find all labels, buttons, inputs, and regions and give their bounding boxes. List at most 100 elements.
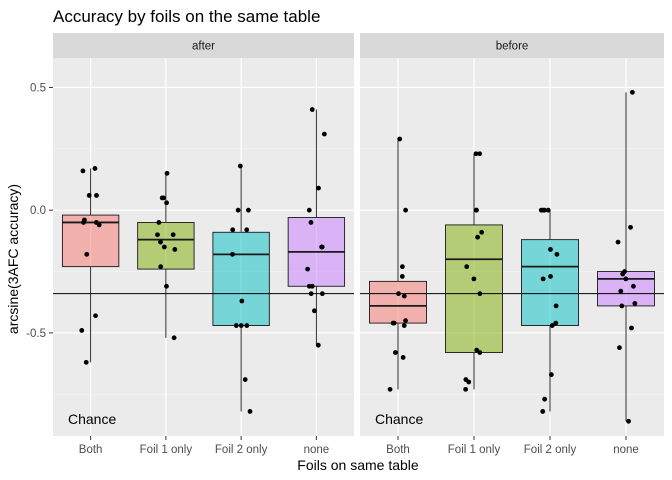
data-point — [629, 325, 634, 331]
y-tick-label: 0.0 — [30, 205, 46, 217]
data-point — [312, 308, 317, 314]
data-point — [237, 163, 243, 169]
data-point — [238, 323, 244, 328]
data-point — [83, 359, 89, 365]
data-point — [473, 151, 479, 157]
box-iqr — [369, 280, 427, 324]
data-point — [471, 276, 477, 282]
data-point — [315, 342, 321, 348]
data-point — [244, 227, 250, 233]
box-iqr — [445, 224, 503, 353]
data-point — [401, 323, 407, 328]
y-tick-label: 0.5 — [30, 82, 46, 94]
data-point — [392, 350, 398, 355]
data-point — [464, 264, 470, 270]
data-point — [387, 386, 393, 392]
data-point — [308, 220, 314, 225]
box-after-both — [61, 166, 120, 365]
data-point — [233, 323, 239, 328]
facet-strip-label: after — [192, 41, 215, 53]
data-point — [158, 264, 164, 270]
x-tick-label: none — [613, 444, 639, 456]
y-tick-label: -0.5 — [26, 328, 46, 340]
data-point — [159, 195, 165, 201]
data-point — [463, 386, 469, 392]
data-point — [79, 328, 85, 333]
box-before-foil-1-only — [445, 151, 503, 392]
data-point — [477, 350, 483, 355]
box-iqr — [212, 231, 270, 326]
data-point — [554, 251, 560, 257]
data-point — [553, 303, 559, 309]
data-point — [617, 345, 622, 351]
data-point — [92, 166, 98, 171]
data-point — [81, 220, 86, 225]
data-point — [239, 298, 245, 304]
x-tick-label: Foil 2 only — [524, 444, 577, 456]
data-point — [242, 377, 248, 382]
data-point — [93, 313, 98, 319]
data-point — [549, 323, 555, 328]
data-point — [548, 274, 553, 279]
data-point — [156, 220, 162, 225]
data-point — [473, 207, 479, 213]
data-point — [164, 170, 170, 176]
chance-label: Chance — [68, 411, 116, 427]
data-point — [542, 396, 548, 402]
data-point — [477, 151, 483, 157]
data-point — [235, 207, 241, 213]
facet-strip — [360, 33, 664, 58]
data-point — [548, 247, 553, 252]
data-point — [305, 266, 311, 272]
data-point — [246, 207, 251, 213]
y-axis: 0.5 0.0 -0.5 — [26, 82, 53, 340]
data-point — [80, 168, 86, 174]
data-point — [629, 89, 635, 95]
data-point — [172, 247, 178, 252]
data-point — [538, 207, 544, 213]
data-point — [321, 131, 327, 137]
data-point — [155, 232, 160, 238]
y-axis-title: arcsine(3AFC accuracy) — [5, 184, 21, 334]
data-point — [171, 335, 177, 341]
data-point — [309, 107, 315, 112]
box-iqr — [61, 214, 120, 268]
data-point — [306, 207, 312, 213]
x-tick-label: none — [304, 444, 330, 456]
x-tick-label: Foil 2 only — [215, 444, 268, 456]
panel-background — [360, 58, 664, 436]
box-before-foil-2-only — [521, 207, 579, 414]
data-point — [230, 227, 236, 233]
x-tick-label: Both — [386, 444, 410, 456]
chart-title: Accuracy by foils on the same table — [53, 7, 320, 26]
data-point — [164, 283, 169, 289]
data-point — [397, 136, 403, 142]
data-point — [623, 276, 629, 282]
data-point — [540, 276, 546, 282]
chart-panels: after Chance Both Foil 1 only Foil 2 only non… — [53, 33, 664, 456]
data-point — [631, 283, 636, 289]
data-point — [628, 224, 633, 230]
data-point — [403, 318, 408, 324]
facet-strip — [53, 33, 354, 58]
data-point — [86, 193, 92, 198]
data-point — [244, 323, 250, 328]
data-point — [401, 293, 407, 299]
box-iqr — [521, 239, 579, 326]
data-point — [553, 320, 559, 326]
data-point — [316, 185, 321, 191]
data-point — [475, 234, 481, 240]
box-after-foil-1-only — [137, 170, 195, 341]
data-point — [618, 288, 624, 294]
data-point — [619, 303, 625, 309]
data-point — [399, 274, 405, 279]
data-point — [309, 283, 315, 289]
box-after-none — [287, 107, 346, 348]
data-point — [626, 418, 631, 424]
x-axis-title: Foils on same table — [297, 457, 419, 473]
data-point — [161, 244, 167, 250]
chance-label: Chance — [375, 411, 423, 427]
data-point — [540, 409, 546, 414]
panel-after: after Chance Both Foil 1 only Foil 2 only non… — [53, 33, 354, 456]
